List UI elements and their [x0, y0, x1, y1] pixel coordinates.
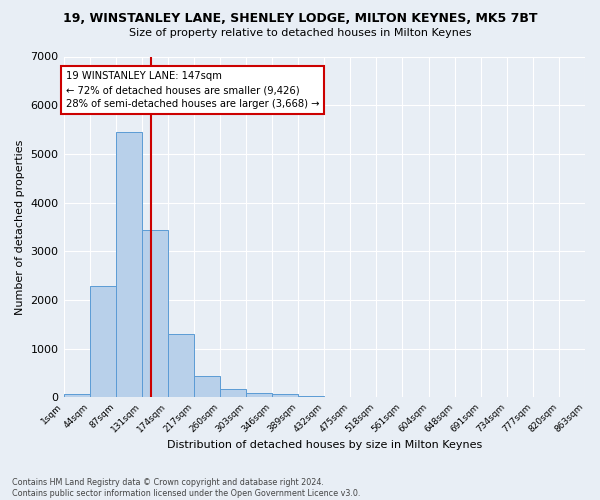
- Bar: [194, 376, 220, 398]
- Bar: [168, 334, 194, 398]
- Bar: [272, 394, 298, 398]
- Bar: [89, 286, 116, 398]
- Y-axis label: Number of detached properties: Number of detached properties: [15, 140, 25, 314]
- Text: Contains HM Land Registry data © Crown copyright and database right 2024.
Contai: Contains HM Land Registry data © Crown c…: [12, 478, 361, 498]
- Text: Size of property relative to detached houses in Milton Keynes: Size of property relative to detached ho…: [129, 28, 471, 38]
- Bar: [246, 392, 272, 398]
- Bar: [142, 230, 168, 398]
- Bar: [220, 390, 246, 398]
- Bar: [64, 394, 89, 398]
- Text: 19 WINSTANLEY LANE: 147sqm
← 72% of detached houses are smaller (9,426)
28% of s: 19 WINSTANLEY LANE: 147sqm ← 72% of deta…: [65, 71, 319, 109]
- X-axis label: Distribution of detached houses by size in Milton Keynes: Distribution of detached houses by size …: [167, 440, 482, 450]
- Bar: [116, 132, 142, 398]
- Text: 19, WINSTANLEY LANE, SHENLEY LODGE, MILTON KEYNES, MK5 7BT: 19, WINSTANLEY LANE, SHENLEY LODGE, MILT…: [63, 12, 537, 26]
- Bar: [298, 396, 324, 398]
